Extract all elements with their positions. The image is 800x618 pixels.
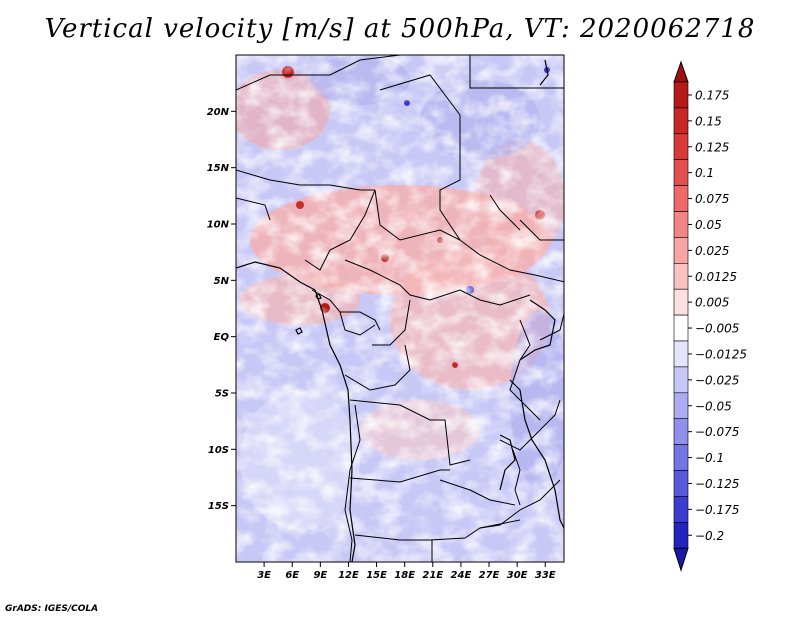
colorbar-swatch — [673, 237, 689, 264]
lon-tick-label: 21E — [422, 570, 443, 581]
colorbar-swatch — [673, 444, 689, 471]
colorbar-swatch — [673, 211, 689, 238]
colorbar-level-label: 0.005 — [695, 296, 729, 310]
colorbar-swatch — [673, 314, 689, 342]
colorbar-swatch — [673, 366, 689, 394]
colorbar-swatch — [673, 470, 689, 497]
lat-tick-label: 5N — [214, 276, 230, 287]
lon-tick-label: 18E — [394, 570, 415, 581]
colorbar-level-label: 0.125 — [695, 140, 729, 154]
colorbar-level-label: −0.175 — [695, 503, 739, 517]
lat-tick-label: EQ — [214, 332, 230, 343]
colorbar-level-label: 0.0125 — [695, 270, 737, 284]
country-borders — [236, 55, 564, 562]
lon-tick-label: 27E — [479, 570, 500, 581]
coastlines — [236, 59, 564, 562]
colorbar-swatch — [673, 262, 689, 290]
colorbar-level-label: 0.05 — [695, 218, 722, 232]
colorbar-swatch — [673, 340, 689, 368]
lon-tick-label: 15E — [366, 570, 387, 581]
lat-tick-label: 20N — [207, 107, 230, 118]
lon-tick-label: 3E — [257, 570, 271, 581]
colorbar-swatch — [673, 521, 689, 549]
lon-tick-label: 6E — [285, 570, 299, 581]
colorbar: 0.175 0.15 0.125 0.1 0.075 0.05 0.025 0.0125 0.0… — [673, 60, 747, 572]
colorbar-level-label: −0.005 — [695, 322, 739, 336]
colorbar-swatch — [673, 81, 689, 109]
colorbar-level-label: −0.025 — [695, 373, 739, 387]
colorbar-bottom-arrow — [673, 547, 689, 572]
colorbar-swatch — [673, 496, 689, 523]
lon-tick-label: 33E — [535, 570, 556, 581]
lon-tick-label: 12E — [338, 570, 359, 581]
lat-tick-label: 15N — [207, 163, 230, 174]
colorbar-swatch — [673, 418, 689, 445]
page-title: Vertical velocity [m/s] at 500hPa, VT: 2… — [44, 14, 756, 44]
map-frame — [235, 54, 565, 563]
colorbar-level-label: −0.075 — [695, 425, 739, 439]
colorbar-swatch — [673, 133, 689, 161]
colorbar-level-label: −0.05 — [695, 399, 732, 413]
colorbar-level-label: −0.2 — [695, 529, 724, 543]
lat-tick-label: 10S — [208, 445, 229, 456]
colorbar-level-label: 0.1 — [695, 166, 714, 180]
colorbar-level-label: −0.125 — [695, 477, 739, 491]
colorbar-swatch — [673, 159, 689, 186]
lat-tick-label: 10N — [207, 220, 230, 231]
colorbar-level-label: −0.1 — [695, 451, 724, 465]
colorbar-swatch — [673, 107, 689, 135]
latitude-axis: 20N 15N 10N 5N EQ 5S 10S 15S — [207, 107, 236, 512]
colorbar-level-label: 0.15 — [695, 114, 722, 128]
colorbar-level-label: 0.075 — [695, 192, 729, 206]
grads-credit: GrADS: IGES/COLA — [5, 604, 99, 614]
longitude-axis: 3E 6E 9E 12E 15E 18E 21E 24E 27E 30E 33E — [257, 562, 556, 581]
colorbar-swatch — [673, 185, 689, 212]
map-panel: 20N 15N 10N 5N EQ 5S 10S 15S 3E 6E 9E 12E 15E 18E 21E… — [207, 54, 565, 581]
colorbar-level-label: −0.0125 — [695, 347, 747, 361]
colorbar-swatch — [673, 288, 689, 316]
lon-tick-label: 30E — [507, 570, 528, 581]
colorbar-swatch — [673, 392, 689, 419]
lat-tick-label: 5S — [215, 389, 229, 400]
colorbar-level-label: 0.025 — [695, 244, 729, 258]
lon-tick-label: 9E — [313, 570, 327, 581]
lon-tick-label: 24E — [451, 570, 472, 581]
colorbar-level-label: 0.175 — [695, 88, 729, 102]
colorbar-top-arrow — [673, 60, 689, 83]
lat-tick-label: 15S — [208, 501, 229, 512]
